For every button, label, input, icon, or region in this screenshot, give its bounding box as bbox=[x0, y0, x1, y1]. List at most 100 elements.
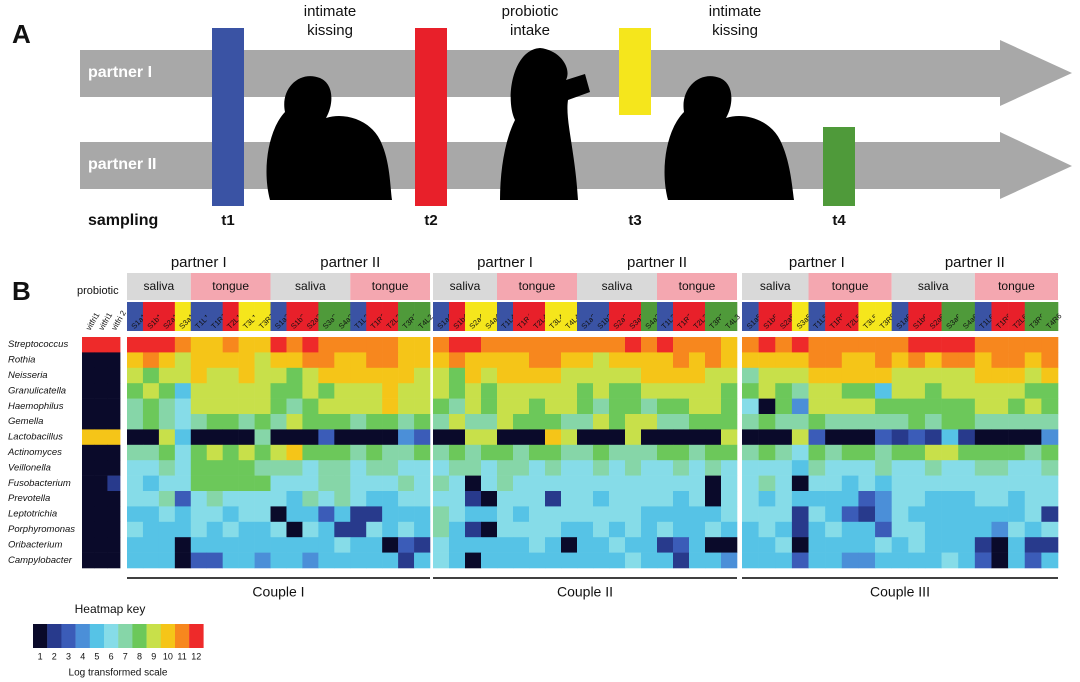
heatmap-cell bbox=[808, 491, 826, 507]
heatmap-cell bbox=[174, 521, 192, 538]
heatmap-cell bbox=[190, 537, 208, 553]
sample-band bbox=[270, 302, 287, 331]
heatmap-cell bbox=[398, 429, 415, 446]
heatmap-cell bbox=[791, 444, 809, 461]
heatmap-cell bbox=[625, 491, 642, 507]
heatmap-cell bbox=[858, 506, 876, 523]
sample-band bbox=[689, 302, 706, 331]
heatmap-cell bbox=[689, 337, 706, 353]
heatmap-cell bbox=[318, 475, 335, 492]
heatmap-cell bbox=[891, 414, 909, 430]
heatmap-cell bbox=[497, 506, 514, 523]
sample-band bbox=[775, 302, 793, 331]
heatmap-cell bbox=[142, 383, 160, 399]
heatmap-cell bbox=[350, 383, 367, 399]
heatmap-cell bbox=[222, 506, 239, 523]
sample-band bbox=[158, 302, 176, 331]
heatmap-cell bbox=[958, 506, 976, 523]
key-tick-label: 5 bbox=[94, 651, 99, 661]
heatmap-cell bbox=[593, 537, 610, 553]
heatmap-cell bbox=[941, 521, 959, 538]
heatmap-cell bbox=[924, 383, 942, 399]
heatmap-cell bbox=[758, 414, 776, 430]
heatmap-cell bbox=[302, 429, 319, 446]
heatmap-cell bbox=[449, 552, 466, 569]
heatmap-cell bbox=[529, 552, 546, 569]
heatmap-cell bbox=[673, 444, 690, 461]
heatmap-cell bbox=[382, 352, 399, 369]
heatmap-cell bbox=[775, 444, 793, 461]
heatmap-cell bbox=[238, 444, 255, 461]
heatmap-cell bbox=[808, 444, 826, 461]
heatmap-cell bbox=[350, 414, 367, 430]
heatmap-cell bbox=[577, 444, 594, 461]
heatmap-cell bbox=[127, 475, 144, 492]
heatmap-cell bbox=[593, 398, 610, 415]
sample-band bbox=[302, 302, 319, 331]
heatmap-cell bbox=[270, 367, 287, 384]
sampling-bar bbox=[212, 28, 244, 206]
heatmap-cell bbox=[206, 429, 223, 446]
heatmap-cell bbox=[82, 491, 95, 507]
heatmap-cell bbox=[958, 537, 976, 553]
sample-band bbox=[127, 302, 144, 331]
heatmap-cell bbox=[286, 429, 303, 446]
heatmap-cell bbox=[107, 337, 121, 353]
site-band bbox=[742, 273, 809, 300]
heatmap-cell bbox=[497, 337, 514, 353]
heatmap-cell bbox=[302, 337, 319, 353]
key-swatch bbox=[132, 624, 147, 648]
heatmap-cell bbox=[107, 537, 121, 553]
heatmap-cell bbox=[858, 383, 876, 399]
heatmap-cell bbox=[366, 337, 383, 353]
heatmap-cell bbox=[657, 383, 674, 399]
heatmap-cell bbox=[705, 444, 722, 461]
sample-band bbox=[891, 302, 909, 331]
heatmap-cell bbox=[433, 352, 450, 369]
key-tick-label: 8 bbox=[137, 651, 142, 661]
heatmap-cell bbox=[1008, 521, 1026, 538]
sample-band bbox=[561, 302, 578, 331]
heatmap-cell bbox=[775, 352, 793, 369]
heatmap-cell bbox=[593, 367, 610, 384]
heatmap-cell bbox=[958, 429, 976, 446]
heatmap-cell bbox=[254, 337, 271, 353]
heatmap-cell bbox=[908, 414, 926, 430]
heatmap-cell bbox=[127, 460, 144, 476]
heatmap-cell bbox=[334, 429, 351, 446]
heatmap-cell bbox=[941, 552, 959, 569]
heatmap-cell bbox=[1008, 506, 1026, 523]
heatmap-cell bbox=[545, 521, 562, 538]
heatmap-cell bbox=[174, 444, 192, 461]
couple-label: Couple II bbox=[557, 584, 613, 600]
heatmap-cell bbox=[561, 491, 578, 507]
heatmap-cell bbox=[673, 552, 690, 569]
heatmap-cell bbox=[841, 491, 859, 507]
site-band bbox=[577, 273, 657, 300]
heatmap-cell bbox=[286, 491, 303, 507]
heatmap-cell bbox=[465, 429, 482, 446]
heatmap-cell bbox=[366, 460, 383, 476]
heatmap-cell bbox=[206, 475, 223, 492]
heatmap-cell bbox=[529, 414, 546, 430]
heatmap-cell bbox=[302, 414, 319, 430]
heatmap-cell bbox=[286, 367, 303, 384]
heatmap-cell bbox=[545, 460, 562, 476]
heatmap-cell bbox=[561, 367, 578, 384]
heatmap-cell bbox=[94, 414, 108, 430]
heatmap-cell bbox=[1041, 506, 1059, 523]
heatmap-cell bbox=[641, 444, 658, 461]
heatmap-cell bbox=[924, 506, 942, 523]
heatmap-cell bbox=[82, 444, 95, 461]
heatmap-cell bbox=[254, 398, 271, 415]
heatmap-cell bbox=[142, 475, 160, 492]
sample-label: vitfri 2 bbox=[110, 309, 129, 332]
heatmap-cell bbox=[1024, 537, 1042, 553]
heatmap-cell bbox=[254, 460, 271, 476]
heatmap-cell bbox=[350, 460, 367, 476]
heatmap-cell bbox=[190, 475, 208, 492]
heatmap-cell bbox=[513, 398, 530, 415]
heatmap-cell bbox=[858, 367, 876, 384]
heatmap-cell bbox=[481, 429, 498, 446]
heatmap-cell bbox=[609, 491, 626, 507]
